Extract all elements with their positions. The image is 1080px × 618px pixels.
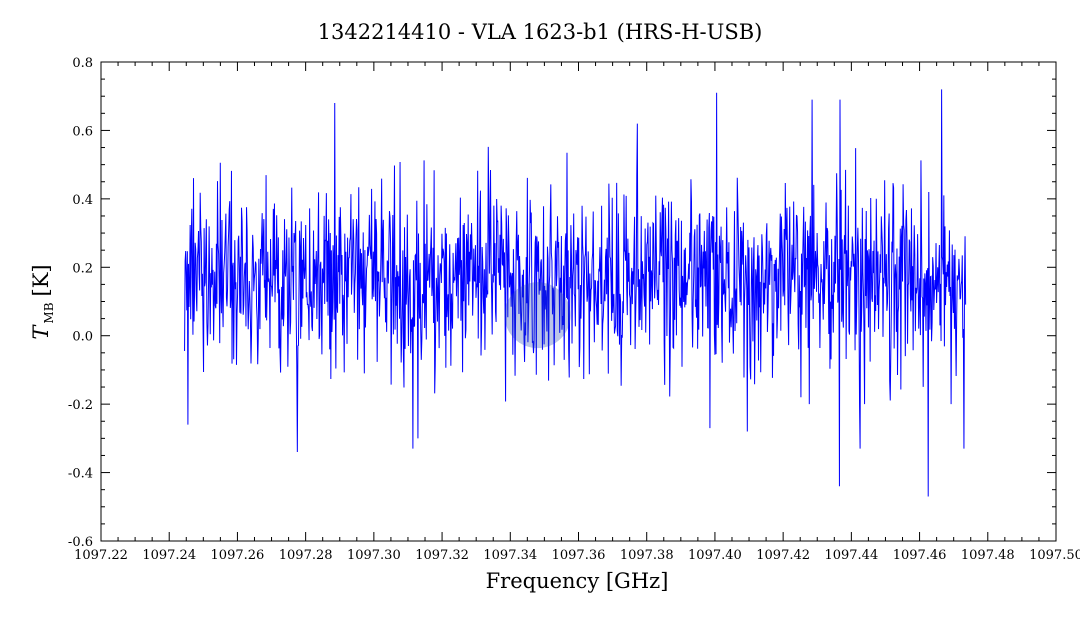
- series-line-0: [184, 89, 967, 497]
- x-tick-label: 1097.50: [1029, 548, 1080, 563]
- highlight-marker: [504, 282, 571, 349]
- y-tick-label: 0.6: [72, 124, 93, 139]
- x-axis-label: Frequency [GHz]: [486, 569, 669, 593]
- x-tick-label: 1097.26: [211, 548, 265, 563]
- y-axis-label-unit: [K]: [29, 264, 53, 296]
- y-tick-label: 0.4: [72, 193, 93, 208]
- y-tick-label: 0.8: [72, 56, 93, 71]
- x-tick-label: 1097.38: [620, 548, 674, 563]
- y-tick-label: 0.2: [72, 261, 93, 276]
- x-tick-label: 1097.36: [552, 548, 606, 563]
- y-tick-label: -0.6: [68, 535, 93, 550]
- y-tick-label: -0.2: [68, 398, 93, 413]
- svg-text:TMB[K]: TMB [K]: [29, 264, 56, 339]
- chart-title: 1342214410 - VLA 1623-b1 (HRS-H-USB): [318, 20, 763, 44]
- y-axis-label-sub: MB: [42, 302, 56, 323]
- x-tick-label: 1097.30: [347, 548, 401, 563]
- y-tick-label: 0.0: [72, 330, 93, 345]
- x-tick-label: 1097.22: [74, 548, 128, 563]
- x-tick-label: 1097.46: [893, 548, 947, 563]
- x-tick-label: 1097.34: [483, 548, 537, 563]
- plot-area: [100, 61, 1057, 542]
- axis-ticks: 1097.22 1097.24 1097.26 1097.28 1097.30 1097.…: [68, 56, 1080, 563]
- x-tick-label: 1097.28: [279, 548, 333, 563]
- y-axis-label: TMB [K]: [29, 264, 56, 339]
- x-tick-label: 1097.40: [688, 548, 742, 563]
- x-tick-label: 1097.48: [961, 548, 1015, 563]
- x-tick-label: 1097.42: [756, 548, 810, 563]
- x-tick-label: 1097.44: [824, 548, 878, 563]
- y-axis-label-main: T: [29, 324, 53, 340]
- y-tick-label: -0.4: [68, 467, 93, 482]
- x-tick-label: 1097.24: [142, 548, 196, 563]
- x-tick-label: 1097.32: [415, 548, 469, 563]
